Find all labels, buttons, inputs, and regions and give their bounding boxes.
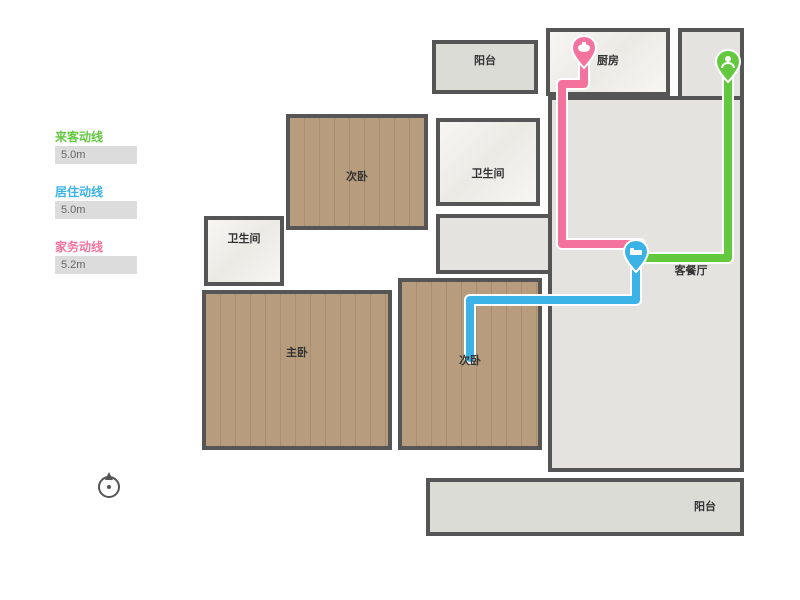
room-label-bath-top: 卫生间 xyxy=(472,165,505,181)
room-label-balcony-top: 阳台 xyxy=(474,52,496,68)
room-label-master: 主卧 xyxy=(286,344,308,360)
room-label-balcony-bot: 阳台 xyxy=(694,498,716,514)
flow-marker-guest-icon xyxy=(716,50,740,82)
flow-marker-living-icon xyxy=(624,240,648,272)
compass-icon xyxy=(94,470,124,500)
room-bath-left xyxy=(204,216,284,286)
room-bath-top xyxy=(436,118,540,206)
room-label-bedroom2-top: 次卧 xyxy=(346,168,368,184)
room-label-bath-left: 卫生间 xyxy=(228,230,261,246)
legend-title-0: 来客动线 xyxy=(55,128,103,145)
legend-value-0: 5.0m xyxy=(55,146,137,164)
legend-title-1: 居住动线 xyxy=(55,183,103,200)
legend-title-2: 家务动线 xyxy=(55,238,103,255)
legend-value-2: 5.2m xyxy=(55,256,137,274)
flow-marker-chore-icon xyxy=(572,36,596,68)
room-master xyxy=(202,290,392,450)
room-living xyxy=(548,96,744,472)
room-corridor xyxy=(436,214,548,274)
floorplan-stage: 阳台厨房次卧卫生间卫生间客餐厅主卧次卧阳台 来客动线5.0m居住动线5.0m家务… xyxy=(0,0,800,600)
room-label-living: 客餐厅 xyxy=(675,262,708,278)
room-label-bedroom2-bot: 次卧 xyxy=(459,352,481,368)
room-label-kitchen: 厨房 xyxy=(597,52,619,68)
legend-value-1: 5.0m xyxy=(55,201,137,219)
